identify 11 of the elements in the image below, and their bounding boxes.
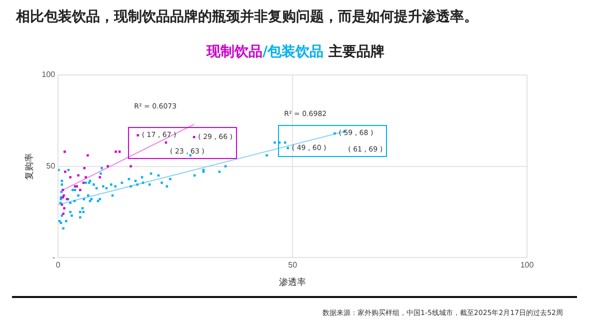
chart-subtitle: 现制饮品/包装饮品 主要品牌: [206, 44, 384, 60]
y-tick-label: 50: [46, 162, 56, 171]
x-tick-label: 100: [520, 260, 534, 270]
y-tick-label: 100: [42, 70, 56, 80]
chart-title: 相比包装饮品，现制饮品品牌的瓶颈并非复购问题，而是如何提升渗透率。: [16, 8, 478, 26]
x-axis-title: 渗透率: [279, 277, 306, 288]
x-tick-label: 50: [288, 260, 298, 270]
y-tick-label: -: [52, 252, 56, 262]
point: [83, 166, 86, 170]
y-axis-title: 复购率: [24, 152, 34, 180]
x-tick-label: 0: [56, 260, 61, 270]
